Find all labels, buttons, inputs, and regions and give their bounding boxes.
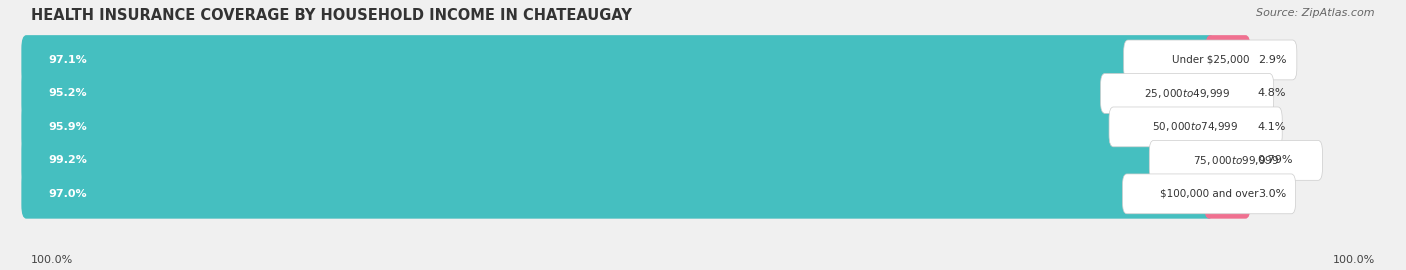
Text: 100.0%: 100.0% [1333,255,1375,265]
FancyBboxPatch shape [21,35,1215,85]
FancyBboxPatch shape [21,69,1192,118]
Text: 95.9%: 95.9% [48,122,87,132]
FancyBboxPatch shape [21,169,1213,219]
Text: 95.2%: 95.2% [48,88,87,99]
FancyBboxPatch shape [21,136,1240,185]
Text: 97.0%: 97.0% [48,189,87,199]
Text: 4.1%: 4.1% [1258,122,1286,132]
Text: $100,000 and over: $100,000 and over [1160,189,1258,199]
Text: $75,000 to $99,999: $75,000 to $99,999 [1192,154,1279,167]
FancyBboxPatch shape [21,102,1201,152]
FancyBboxPatch shape [21,169,1250,219]
FancyBboxPatch shape [1232,136,1250,185]
Text: 2.9%: 2.9% [1258,55,1286,65]
FancyBboxPatch shape [1191,102,1250,152]
Text: 0.79%: 0.79% [1258,155,1294,166]
FancyBboxPatch shape [1101,73,1274,113]
FancyBboxPatch shape [1182,69,1250,118]
Text: Under $25,000: Under $25,000 [1171,55,1249,65]
FancyBboxPatch shape [21,102,1250,152]
FancyBboxPatch shape [21,136,1250,185]
FancyBboxPatch shape [1109,107,1282,147]
Text: 99.2%: 99.2% [48,155,87,166]
FancyBboxPatch shape [1122,174,1295,214]
Text: Source: ZipAtlas.com: Source: ZipAtlas.com [1257,8,1375,18]
FancyBboxPatch shape [21,35,1250,85]
FancyBboxPatch shape [1123,40,1296,80]
FancyBboxPatch shape [1149,140,1323,180]
Legend: With Coverage, Without Coverage: With Coverage, Without Coverage [574,269,832,270]
FancyBboxPatch shape [1205,35,1250,85]
Text: 3.0%: 3.0% [1258,189,1286,199]
FancyBboxPatch shape [1204,169,1250,219]
FancyBboxPatch shape [21,69,1250,118]
Text: 100.0%: 100.0% [31,255,73,265]
Text: 97.1%: 97.1% [48,55,87,65]
Text: $50,000 to $74,999: $50,000 to $74,999 [1153,120,1239,133]
Text: 4.8%: 4.8% [1258,88,1286,99]
Text: $25,000 to $49,999: $25,000 to $49,999 [1144,87,1230,100]
Text: HEALTH INSURANCE COVERAGE BY HOUSEHOLD INCOME IN CHATEAUGAY: HEALTH INSURANCE COVERAGE BY HOUSEHOLD I… [31,8,631,23]
